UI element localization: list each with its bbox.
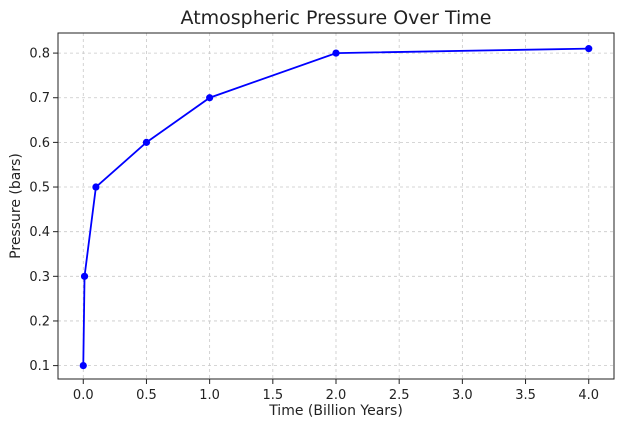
x-tick-label: 3.5 [515, 388, 536, 403]
data-point [142, 138, 151, 146]
y-tick-label: 0.8 [29, 47, 50, 62]
data-point [80, 272, 89, 280]
grid [58, 33, 614, 379]
data-point [92, 183, 100, 191]
x-tick-label: 3.0 [452, 388, 473, 403]
data-point [79, 362, 87, 370]
x-tick-label: 1.0 [199, 388, 220, 403]
x-tick-label: 0.0 [73, 388, 94, 403]
y-tick-label: 0.7 [29, 91, 50, 106]
y-tick-label: 0.1 [29, 359, 50, 374]
x-tick-label: 4.0 [578, 388, 599, 403]
data-point [585, 45, 593, 53]
data-point [206, 94, 214, 102]
chart-title: Atmospheric Pressure Over Time [181, 7, 492, 29]
x-axis-label: Time (Billion Years) [268, 403, 403, 419]
y-tick-label: 0.6 [29, 136, 50, 151]
x-tick-label: 2.5 [389, 388, 410, 403]
y-tick-label: 0.3 [29, 270, 50, 285]
y-tick-label: 0.5 [29, 181, 50, 196]
y-tick-label: 0.4 [29, 225, 50, 240]
data-point [332, 49, 340, 57]
x-tick-label: 1.5 [262, 388, 283, 403]
x-tick-label: 2.0 [326, 388, 347, 403]
x-tick-label: 0.5 [136, 388, 157, 403]
y-tick-label: 0.2 [29, 314, 50, 329]
ticks: 0.0 0.5 1.0 1.5 2.0 2.5 3.0 3.5 4.0 0.1 0.2 0.3 0.4 0… [29, 47, 599, 403]
y-axis-label: Pressure (bars) [8, 153, 24, 259]
series [79, 45, 593, 370]
